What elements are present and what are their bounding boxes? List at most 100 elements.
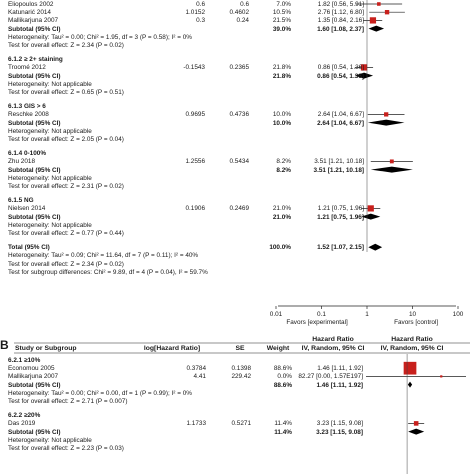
subtotal-diamond: [368, 25, 385, 32]
x-axis-tick-label: 0.1: [317, 311, 326, 318]
statistics-note: Heterogeneity: Not applicable: [8, 221, 92, 229]
study-name: Das 2019: [8, 420, 36, 428]
study-name: Nielsen 2014: [8, 205, 46, 213]
study-name: Reschke 2008: [8, 111, 49, 119]
study-name: Economou 2005: [8, 365, 55, 373]
standard-error-value: 0.5434: [229, 158, 249, 166]
subtotal-label: Subtotal (95% CI): [8, 25, 61, 33]
hazard-ratio-ci-value: 1.46 [1.11, 1.92]: [316, 381, 363, 389]
weight-value: 39.0%: [272, 25, 291, 33]
hazard-ratio-ci-value: 82.27 [0.00, 1.57E197]: [298, 373, 363, 381]
study-point-estimate: [384, 10, 390, 15]
subgroup-heading: 6.2.2 ≥20%: [8, 412, 41, 420]
log-hr-column-heading: log[Hazard Ratio]: [143, 345, 201, 352]
study-name: Mallikarjuna 2007: [8, 17, 59, 25]
weight-value: 10.5%: [272, 9, 291, 17]
statistics-note: Test for overall effect: Z = 2.34 (P = 0…: [8, 42, 124, 49]
subgroup-heading: 6.1.4 0-100%: [8, 150, 47, 158]
weight-value: 8.2%: [276, 166, 291, 174]
log-hazard-ratio-value: 1.2556: [185, 158, 205, 166]
log-hazard-ratio-value: -0.1543: [183, 64, 205, 72]
statistics-note: Test for overall effect: Z = 0.77 (P = 0…: [8, 230, 124, 237]
overall-diamond: [368, 243, 383, 251]
weight-value: 11.4%: [274, 428, 292, 436]
hazard-ratio-ci-value: 1.60 [1.08, 2.37]: [317, 25, 364, 33]
total-label: Total (95% CI): [8, 244, 50, 252]
standard-error-value: 0.6: [240, 1, 249, 8]
favors-control-label: Favors [control]: [394, 319, 439, 326]
statistics-note: Test for overall effect: Z = 2.71 (P = 0…: [8, 398, 128, 405]
statistics-note: Heterogeneity: Tau² = 0.00; Chi² = 1.95,…: [8, 33, 192, 41]
log-hazard-ratio-value: 4.41: [193, 373, 206, 381]
subtotal-label: Subtotal (95% CI): [8, 119, 61, 127]
statistics-note: Test for subgroup differences: Chi² = 9.…: [8, 268, 208, 276]
subgroup-heading: 6.1.2 ≥ 2+ staining: [8, 56, 63, 64]
standard-error-value: 229.42: [231, 373, 251, 381]
statistics-note: Heterogeneity: Tau² = 0.09; Chi² = 11.64…: [8, 252, 199, 260]
standard-error-value: 0.4602: [229, 9, 249, 17]
log-hazard-ratio-value: 1.0152: [185, 9, 205, 17]
study-point-estimate: [367, 205, 374, 212]
log-hazard-ratio-value: 0.3: [196, 17, 205, 25]
standard-error-value: 0.5271: [231, 420, 251, 428]
x-axis-tick-label: 0.01: [269, 311, 283, 318]
se-column-heading: SE: [235, 345, 245, 352]
study-name: Katunarić 2014: [8, 9, 51, 17]
study-point-estimate: [384, 112, 389, 117]
study-point-estimate: [369, 17, 377, 24]
hazard-ratio-ci-value: 1.46 [1.11, 1.92]: [317, 365, 363, 373]
statistics-note: Test for overall effect: Z = 0.65 (P = 0…: [8, 89, 124, 96]
hazard-ratio-ci-value: 1.82 [0.56, 5.91]: [317, 1, 364, 8]
standard-error-value: 0.2469: [229, 205, 249, 213]
subtotal-diamond: [354, 72, 374, 79]
hazard-ratio-ci-value: 1.21 [0.75, 1.96]: [317, 213, 364, 221]
study-point-estimate: [389, 159, 394, 164]
weight-value: 21.0%: [272, 213, 291, 221]
weight-value: 88.6%: [273, 381, 292, 389]
standard-error-value: 0.1398: [231, 365, 251, 373]
weight-value: 10.0%: [272, 119, 291, 127]
weight-value: 7.0%: [276, 1, 291, 8]
hazard-ratio-ci-value: 2.64 [1.04, 6.67]: [317, 119, 364, 127]
study-name: Troomé 2012: [8, 64, 46, 72]
hazard-ratio-ci-value: 3.51 [1.21, 10.18]: [313, 166, 364, 174]
subtotal-label: Subtotal (95% CI): [8, 166, 61, 174]
weight-value: 8.2%: [276, 158, 291, 166]
standard-error-value: 0.4736: [229, 111, 249, 119]
statistics-note: Test for overall effect: Z = 2.05 (P = 0…: [8, 136, 124, 143]
statistics-note: Test for overall effect: Z = 2.34 (P = 0…: [8, 260, 124, 268]
study-name: Mallikarjuna 2007: [8, 373, 59, 381]
favors-experimental-label: Favors [experimental]: [286, 319, 348, 326]
standard-error-value: 0.24: [236, 17, 249, 25]
hazard-ratio-ci-value: 0.86 [0.54, 1.36]: [317, 72, 364, 80]
hazard-ratio-ci-value: 1.21 [0.75, 1.96]: [317, 205, 364, 213]
standard-error-value: 0.2365: [229, 64, 249, 72]
study-name: Eliopoulos 2002: [8, 1, 54, 8]
subtotal-label: Subtotal (95% CI): [8, 72, 61, 80]
subtotal-label: Subtotal (95% CI): [8, 213, 61, 221]
weight-value: 100.0%: [269, 244, 291, 252]
log-hazard-ratio-value: 1.1733: [186, 420, 206, 428]
log-hazard-ratio-value: 0.9695: [185, 111, 205, 119]
log-hazard-ratio-value: 0.1906: [185, 205, 205, 213]
x-axis-tick-label: 10: [408, 311, 417, 318]
statistics-note: Heterogeneity: Not applicable: [8, 174, 92, 182]
statistics-note: Test for overall effect: Z = 2.23 (P = 0…: [8, 445, 124, 452]
weight-value: 88.6%: [273, 365, 292, 373]
subtotal-diamond: [407, 381, 413, 388]
study-point-estimate: [403, 361, 417, 375]
subtotal-label: Subtotal (95% CI): [8, 428, 61, 436]
study-point-estimate: [413, 421, 419, 426]
subtotal-diamond: [367, 119, 405, 126]
subgroup-heading: 6.1.3 GIS > 6: [8, 103, 46, 111]
subtotal-diamond: [370, 166, 413, 173]
subgroup-heading: 6.2.1 ≥10%: [8, 357, 41, 364]
statistics-note: Heterogeneity: Not applicable: [8, 436, 92, 444]
x-axis-tick-label: 100: [452, 311, 464, 318]
subtotal-label: Subtotal (95% CI): [8, 381, 61, 389]
weight-column-heading: Weight: [266, 345, 290, 352]
statistics-note: Heterogeneity: Tau² = 0.00; Chi² = 0.00,…: [8, 389, 192, 397]
weight-value: 21.8%: [272, 64, 291, 72]
